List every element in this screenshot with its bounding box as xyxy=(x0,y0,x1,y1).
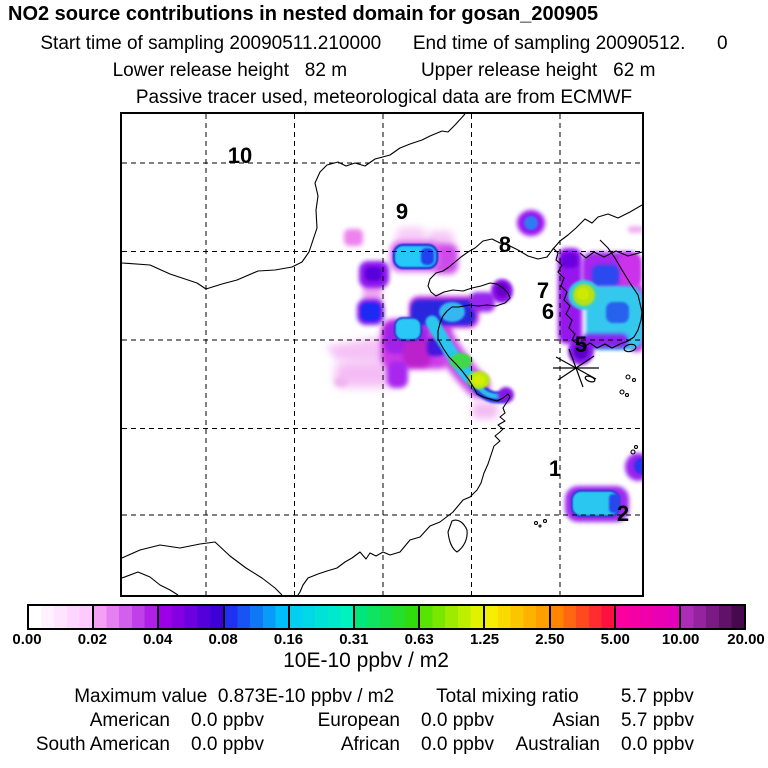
colorbar-tick-label: 1.25 xyxy=(469,631,500,648)
receptor-site-marker xyxy=(553,348,599,388)
colorbar-tick-label: 5.00 xyxy=(600,631,630,648)
small-island xyxy=(538,524,542,528)
jeju-island xyxy=(623,343,637,353)
trajectory-label-2: 2 xyxy=(617,501,629,526)
small-island xyxy=(624,392,630,398)
colorbar-tick-label: 0.63 xyxy=(404,631,434,648)
colorbar-tick-label: 0.00 xyxy=(12,631,42,648)
colorbar xyxy=(27,604,746,630)
sampling-times-line: Start time of sampling 20090511.210000 E… xyxy=(40,33,728,54)
trajectory-label-1: 1 xyxy=(549,456,561,481)
trajectory-label-6: 6 xyxy=(542,299,554,324)
small-island xyxy=(631,377,637,383)
region-label-south-american: South American xyxy=(35,734,170,755)
region-value-asian: 5.7 ppbv xyxy=(621,710,694,731)
colorbar-unit-label: 10E-10 ppbv / m2 xyxy=(283,649,449,672)
colorbar-segment xyxy=(92,606,158,628)
region-label-australian: Australian xyxy=(515,734,601,755)
map-plot: 10 9 8 765 1 2 xyxy=(120,112,644,597)
region-value-african: 0.0 ppbv xyxy=(421,734,494,755)
colorbar-tick-label: 0.08 xyxy=(208,631,238,648)
trajectory-label-10: 10 xyxy=(228,143,252,168)
colorbar-tick-label: 0.04 xyxy=(143,631,173,648)
small-island xyxy=(619,389,625,395)
trajectory-label-9: 9 xyxy=(396,199,408,224)
lat-lon-gridlines xyxy=(122,114,642,595)
small-island xyxy=(542,518,548,524)
maximum-value-line: Maximum value 0.873E-10 ppbv / m2 Total … xyxy=(74,686,694,707)
region-value-american: 0.0 ppbv xyxy=(191,710,264,731)
release-heights-line: Lower release height 82 m Upper release … xyxy=(112,60,656,81)
region-label-asian: Asian xyxy=(552,710,600,731)
colorbar-segment xyxy=(352,606,419,628)
region-label-african: African xyxy=(340,734,400,755)
region-contributions-table: American 0.0 ppbv European 0.0 ppbv Asia… xyxy=(30,709,735,757)
colorbar-tick-row: 0.00 0.02 0.04 0.08 0.16 0.31 0.63 1.25 2.50 5.00… xyxy=(0,631,768,651)
small-island xyxy=(633,444,639,450)
small-island xyxy=(630,449,636,455)
colorbar-segment xyxy=(418,606,484,628)
trajectory-label-5: 5 xyxy=(575,332,587,357)
colorbar-tick-label: 0.31 xyxy=(339,631,369,648)
colorbar-segment xyxy=(222,606,288,628)
region-value-australian: 0.0 ppbv xyxy=(621,734,694,755)
region-label-european: European xyxy=(317,710,400,731)
small-island xyxy=(533,520,539,526)
concentration-blobs xyxy=(326,210,642,522)
trajectory-label-8: 8 xyxy=(499,232,511,257)
region-label-american: American xyxy=(89,710,170,731)
colorbar-tick-label: 2.50 xyxy=(535,631,565,648)
colorbar-tick-label: 0.02 xyxy=(77,631,107,648)
region-value-south-american: 0.0 ppbv xyxy=(191,734,264,755)
page-title: NO2 source contributions in nested domai… xyxy=(8,3,599,25)
colorbar-segment xyxy=(678,606,745,628)
trajectory-point-labels: 10 9 8 765 1 2 xyxy=(228,143,629,526)
colorbar-segment xyxy=(287,606,353,628)
colorbar-tick-label: 20.00 xyxy=(727,631,765,648)
colorbar-tick-label: 10.00 xyxy=(661,631,700,648)
small-island xyxy=(625,374,631,380)
tracer-info-line: Passive tracer used, meteorological data… xyxy=(135,87,633,108)
colorbar-segment xyxy=(157,606,223,628)
colorbar-segment xyxy=(29,606,93,628)
coastlines xyxy=(122,114,642,595)
trajectory-label-7: 7 xyxy=(537,278,549,303)
region-value-european: 0.0 ppbv xyxy=(421,710,494,731)
colorbar-segment xyxy=(548,606,614,628)
colorbar-segment xyxy=(613,606,679,628)
colorbar-tick-label: 0.16 xyxy=(273,631,304,648)
colorbar-segment xyxy=(483,606,549,628)
